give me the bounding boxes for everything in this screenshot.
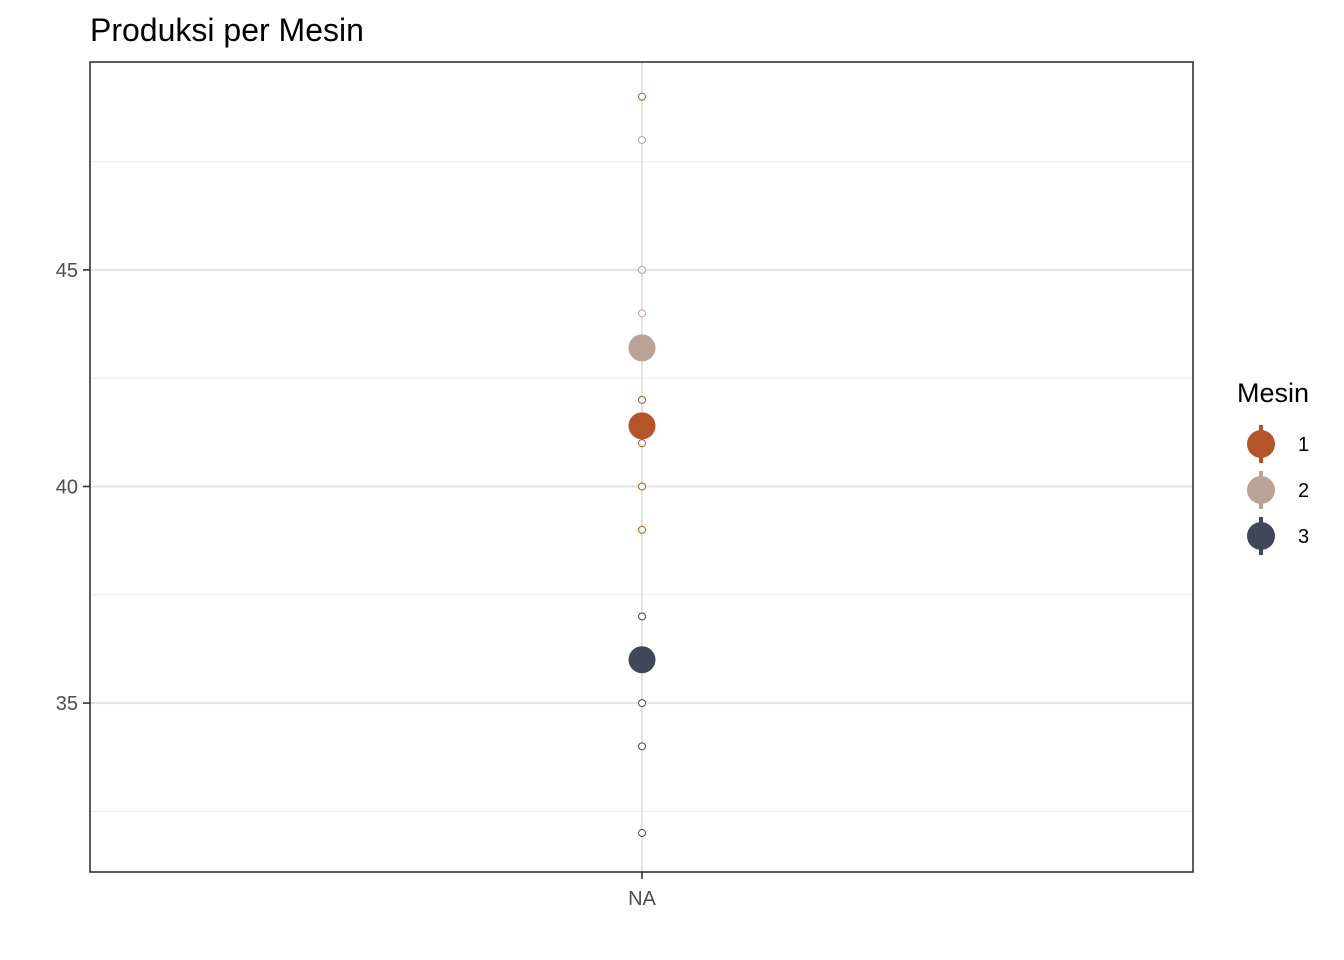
chart-title: Produksi per Mesin — [90, 12, 364, 48]
legend-items: 1 2 3 — [1247, 425, 1309, 555]
mean-point — [628, 646, 656, 674]
y-axis: 35 40 45 — [56, 260, 90, 715]
data-point — [638, 309, 646, 318]
mean-point — [628, 334, 656, 362]
data-point — [638, 612, 646, 621]
x-tick-label: NA — [628, 888, 656, 910]
legend-label: 2 — [1298, 480, 1309, 502]
data-point — [638, 742, 646, 751]
data-point — [638, 135, 646, 144]
data-point — [638, 699, 646, 708]
mean-point — [628, 412, 656, 440]
data-point — [638, 439, 646, 448]
mean-points — [628, 334, 656, 674]
legend-key — [1247, 430, 1275, 458]
legend-key — [1247, 522, 1275, 550]
legend-title: Mesin — [1237, 378, 1309, 408]
data-point — [638, 265, 646, 274]
y-tick-label: 35 — [56, 693, 78, 715]
data-point — [638, 395, 646, 404]
data-point — [638, 829, 646, 838]
data-point — [638, 92, 646, 101]
legend-key — [1247, 476, 1275, 504]
x-axis: NA — [628, 872, 657, 910]
raw-points — [638, 92, 646, 838]
legend-label: 1 — [1298, 434, 1309, 456]
y-tick-label: 45 — [56, 260, 78, 282]
y-tick-label: 40 — [56, 476, 78, 498]
data-point — [638, 525, 646, 534]
legend: Mesin 1 2 3 — [1237, 378, 1309, 555]
data-point — [638, 482, 646, 491]
legend-label: 3 — [1298, 526, 1309, 548]
